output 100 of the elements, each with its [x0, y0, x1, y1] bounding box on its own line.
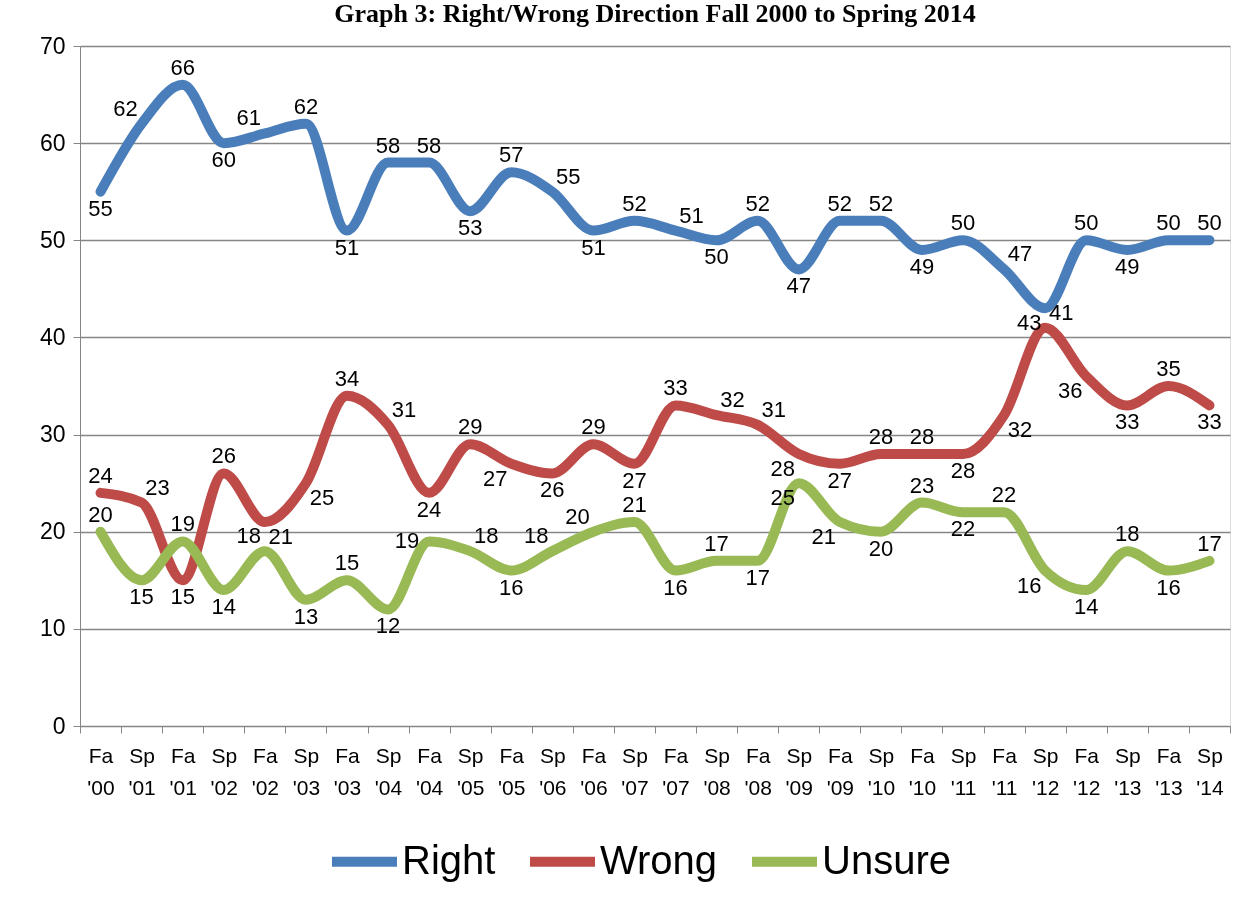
- data-label: 61: [236, 105, 262, 131]
- x-tick-label: Fa '05: [498, 743, 526, 799]
- data-label: 15: [170, 584, 195, 610]
- data-label: 21: [268, 524, 294, 549]
- data-label: 20: [868, 535, 894, 561]
- data-label: 24: [416, 496, 442, 522]
- data-label: 50: [1074, 210, 1099, 236]
- x-tick-label: Fa '10: [908, 743, 937, 799]
- x-tick-label: Fa '13: [1155, 743, 1183, 799]
- y-tick-label: 70: [39, 32, 66, 59]
- data-label: 43: [1016, 310, 1042, 336]
- data-label: 28: [770, 456, 795, 481]
- data-label: 13: [293, 603, 319, 629]
- data-label: 17: [704, 530, 729, 556]
- data-label: 31: [391, 396, 417, 422]
- data-label: 50: [950, 210, 976, 236]
- data-label: 20: [565, 503, 590, 529]
- data-label: 15: [334, 550, 360, 576]
- data-label: 14: [211, 594, 236, 619]
- data-label: 52: [868, 190, 894, 216]
- x-tick-label: Fa '00: [87, 743, 115, 799]
- data-label: 49: [909, 254, 935, 279]
- data-label: 47: [786, 273, 811, 299]
- y-tick-label: 0: [52, 712, 66, 739]
- data-label: 16: [499, 574, 524, 600]
- x-tick-label: Fa '01: [169, 743, 197, 799]
- data-label: 50: [704, 244, 729, 270]
- data-label: 55: [556, 163, 581, 189]
- data-label: 16: [1016, 572, 1042, 598]
- data-label: 51: [679, 202, 704, 228]
- data-label: 32: [1007, 417, 1033, 443]
- x-tick-label: Fa '06: [580, 743, 608, 799]
- x-tick-label: Sp '10: [867, 743, 896, 799]
- x-tick-label: Sp '14: [1196, 743, 1224, 799]
- data-label: 14: [1074, 594, 1099, 619]
- data-label: 26: [211, 443, 236, 469]
- x-tick-label: Sp '12: [1031, 743, 1060, 799]
- data-label: 35: [1156, 356, 1181, 381]
- data-label: 22: [950, 516, 976, 542]
- data-label: 52: [622, 190, 647, 216]
- x-tick-label: Sp '09: [785, 743, 813, 799]
- data-label: 34: [334, 365, 360, 391]
- data-label: 18: [1115, 521, 1140, 547]
- x-tick-label: Fa '11: [991, 743, 1018, 799]
- data-label: 50: [1156, 210, 1181, 236]
- x-tick-label: Fa '12: [1073, 743, 1101, 799]
- data-label: 12: [375, 613, 401, 639]
- data-label: 27: [622, 467, 647, 493]
- y-tick-label: 40: [39, 323, 66, 350]
- data-label: 29: [581, 414, 606, 440]
- chart-title: Graph 3: Right/Wrong Direction Fall 2000 to Spring 2014: [334, 0, 976, 28]
- x-tick-label: Sp '03: [292, 743, 321, 799]
- legend-label: Right: [402, 837, 496, 882]
- x-tick-label: Sp '04: [374, 743, 403, 799]
- data-label: 24: [88, 462, 113, 488]
- data-label: 36: [1058, 378, 1083, 404]
- data-label: 66: [170, 54, 195, 80]
- y-tick-label: 60: [39, 129, 66, 156]
- x-tick-label: Sp '11: [950, 743, 977, 799]
- x-tick-label: Fa '04: [415, 743, 444, 799]
- data-label: 17: [1197, 530, 1222, 556]
- data-label: 17: [745, 564, 770, 590]
- data-label: 58: [375, 132, 401, 158]
- data-label: 19: [394, 528, 420, 554]
- data-label: 28: [950, 458, 976, 483]
- data-label: 19: [170, 511, 195, 537]
- x-tick-label: Fa '02: [251, 743, 280, 799]
- y-tick-label: 50: [39, 226, 66, 253]
- x-tick-label: Fa '08: [744, 743, 772, 799]
- data-label: 62: [113, 95, 138, 121]
- data-label: 23: [145, 474, 170, 500]
- data-label: 22: [991, 482, 1017, 508]
- data-label: 16: [663, 574, 688, 600]
- data-label: 16: [1156, 574, 1181, 600]
- data-label: 53: [457, 215, 483, 241]
- data-label: 15: [129, 584, 154, 610]
- data-label: 21: [811, 524, 837, 549]
- y-tick-label: 20: [39, 518, 66, 545]
- x-tick-label: Sp '06: [539, 743, 567, 799]
- data-label: 62: [293, 93, 319, 119]
- data-label: 57: [499, 142, 524, 168]
- x-tick-label: Sp '13: [1114, 743, 1142, 799]
- data-label: 50: [1197, 210, 1222, 236]
- x-tick-label: Sp '07: [621, 743, 649, 799]
- data-label: 60: [211, 147, 236, 173]
- data-label: 55: [88, 195, 113, 221]
- data-label: 28: [909, 424, 935, 449]
- data-label: 27: [827, 467, 853, 493]
- y-tick-label: 30: [39, 421, 66, 448]
- data-label: 25: [309, 485, 335, 511]
- data-label: 51: [334, 234, 360, 260]
- x-tick-label: Fa '07: [662, 743, 690, 799]
- data-label: 31: [761, 396, 786, 422]
- y-tick-label: 10: [39, 615, 66, 642]
- data-label: 18: [236, 523, 262, 549]
- data-label: 18: [473, 523, 499, 549]
- data-label: 47: [1007, 241, 1033, 267]
- data-label: 23: [909, 472, 935, 498]
- data-label: 21: [622, 492, 647, 517]
- data-label: 33: [1115, 409, 1140, 435]
